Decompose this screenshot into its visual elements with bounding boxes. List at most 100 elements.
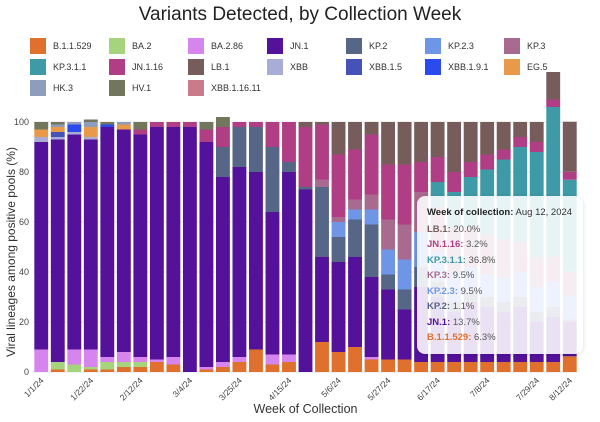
legend-item[interactable]: BA.2 (109, 38, 152, 54)
legend-item[interactable]: KP.3.1.1 (30, 59, 86, 75)
legend-swatch (504, 38, 520, 54)
bar-segment (562, 356, 577, 372)
bar-segment (166, 357, 181, 365)
bar-segment (50, 124, 65, 127)
bar-segment (282, 122, 296, 162)
legend-label: KP.2 (369, 41, 388, 51)
bar-segment (133, 129, 148, 135)
bar-segment (496, 122, 511, 150)
bar-segment (331, 262, 346, 352)
bar-segment (34, 142, 49, 350)
y-tick-label: 20 (19, 317, 29, 327)
bar-segment (348, 347, 362, 372)
bar-segment (50, 122, 65, 125)
bar-segment (133, 122, 148, 130)
legend-item[interactable]: JN.1.16 (109, 59, 163, 75)
bar-segment (83, 367, 98, 370)
legend-label: KP.2.3 (448, 41, 474, 51)
bar-segment (116, 362, 131, 367)
bar-segment (232, 127, 247, 167)
legend-label: XBB (290, 62, 309, 72)
bar-segment (83, 119, 98, 122)
legend-label: JN.1.16 (132, 62, 164, 72)
bar-segment (364, 209, 379, 225)
bar-segment (513, 137, 528, 147)
bar-segment (414, 162, 429, 192)
bar-segment (348, 257, 362, 347)
tooltip-series-name: KP.2: (427, 301, 451, 312)
bar-segment (331, 122, 346, 155)
legend-item[interactable]: JN.1 (267, 38, 309, 54)
bar-segment (265, 147, 280, 212)
bar-segment (83, 369, 98, 372)
bar-segment (315, 122, 329, 125)
bar-segment (397, 164, 412, 225)
legend-item[interactable]: BA.2.86 (188, 38, 243, 54)
bar-segment (67, 134, 82, 350)
bar-segment (149, 122, 164, 127)
legend-swatch (30, 59, 46, 75)
legend-label: BA.2.86 (211, 41, 244, 51)
legend-item[interactable]: XBB.1.9.1 (425, 59, 489, 75)
bar-segment (364, 194, 379, 210)
bar-segment (100, 362, 115, 370)
bar-segment (265, 122, 280, 147)
legend-swatch (346, 59, 362, 75)
legend-label: HV.1 (132, 83, 152, 93)
bar-segment (381, 122, 396, 165)
tooltip-series-value: 1.1% (450, 301, 475, 312)
bar-segment (364, 277, 379, 357)
legend-item[interactable]: HV.1 (109, 80, 151, 96)
tooltip-series-value: 9.5% (450, 270, 475, 281)
bar-segment (430, 122, 445, 157)
bar-segment (67, 124, 82, 132)
legend-swatch (425, 59, 441, 75)
legend-item[interactable]: EG.5 (504, 59, 548, 75)
legend-swatch (109, 59, 125, 75)
bar-segment (249, 349, 263, 372)
bar-segment (513, 362, 528, 372)
bar-segment (282, 362, 296, 372)
legend-item[interactable]: XBB.1.16.11 (188, 80, 261, 96)
legend-item[interactable]: KP.2 (346, 38, 387, 54)
bar-segment (34, 349, 49, 372)
legend-item[interactable]: XBB (267, 59, 308, 75)
bar-segment (215, 127, 230, 147)
x-tick-label: 8/12/24 (547, 375, 574, 402)
bar-segment (166, 364, 181, 372)
legend-item[interactable]: B.1.1.529 (30, 38, 92, 54)
legend-label: KP.3.1.1 (53, 62, 87, 72)
tooltip-row: KP.3: 9.5% (427, 268, 573, 284)
bar-segment (232, 122, 247, 127)
tooltip-series-name: LB.1: (427, 223, 451, 235)
bar-segment (34, 129, 49, 137)
bar-segment (364, 359, 379, 372)
bar-segment (100, 357, 115, 362)
tooltip-series-name: JN.1.16: (427, 239, 464, 250)
legend-swatch (504, 59, 520, 75)
bar-segment (397, 259, 412, 290)
bar-segment (215, 362, 230, 367)
bar-segment (348, 219, 362, 257)
legend-item[interactable]: KP.2.3 (425, 38, 474, 54)
legend-item[interactable]: KP.3 (504, 38, 545, 54)
hover-tooltip: Week of collection: Aug 12, 2024 LB.1: 2… (417, 196, 583, 354)
tooltip-series-name: JN.1: (427, 316, 451, 328)
bar-segment (116, 129, 131, 352)
legend-swatch (425, 38, 441, 54)
legend-label: XBB.1.9.1 (448, 62, 489, 72)
legend-item[interactable]: XBB.1.5 (346, 59, 402, 75)
bar-segment (50, 132, 65, 137)
tooltip-header-value: Aug 12, 2024 (515, 207, 573, 218)
legend-item[interactable]: LB.1 (188, 59, 230, 75)
bar-segment (133, 134, 148, 357)
bar-segment (430, 362, 445, 372)
x-tick-label: 6/17/24 (415, 375, 442, 402)
x-tick-label: 7/8/24 (468, 375, 492, 399)
bar-segment (149, 359, 164, 362)
bar-segment (166, 122, 181, 127)
bar-segment (199, 367, 214, 370)
bar-segment (83, 349, 98, 367)
bar-segment (215, 177, 230, 362)
legend-item[interactable]: HK.3 (30, 80, 73, 96)
